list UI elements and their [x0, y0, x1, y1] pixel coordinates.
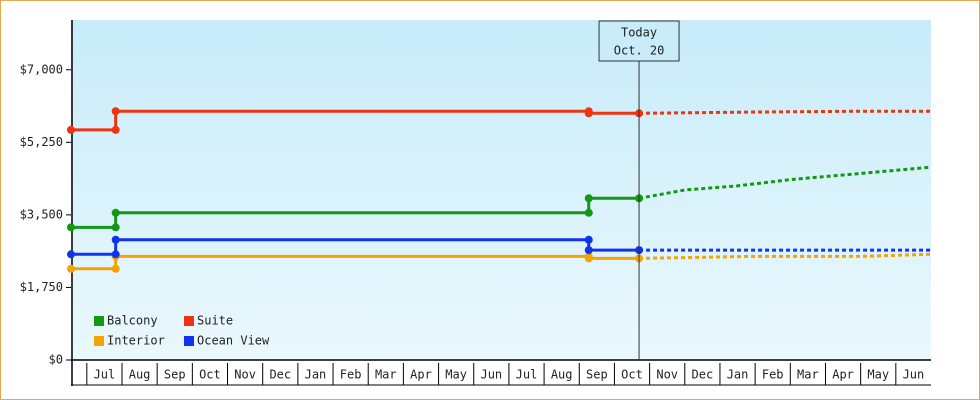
point	[584, 235, 593, 244]
legend-swatch	[184, 316, 194, 326]
x-tick-label: Jul	[94, 368, 116, 382]
point	[111, 250, 120, 259]
legend-swatch	[184, 336, 194, 346]
x-tick-label: Jun	[903, 368, 925, 382]
history-line	[71, 238, 640, 256]
projection-line	[639, 252, 932, 260]
history-line	[71, 109, 640, 132]
legend-label: Ocean View	[197, 334, 270, 348]
x-tick-label: Aug	[129, 368, 151, 382]
point	[111, 235, 120, 244]
x-tick-label: Nov	[234, 368, 256, 382]
x-tick-label: Mar	[797, 368, 819, 382]
x-tick-label: Aug	[551, 368, 573, 382]
point	[584, 194, 593, 203]
history-line	[71, 254, 640, 271]
x-tick-label: Jan	[727, 368, 749, 382]
x-tick-label: Sep	[164, 368, 186, 382]
legend-swatch	[94, 336, 104, 346]
x-tick-label: Dec	[692, 368, 714, 382]
point	[584, 109, 593, 118]
y-tick-label: $7,000	[20, 62, 63, 76]
x-tick-label: Feb	[340, 368, 362, 382]
point	[67, 250, 75, 259]
x-tick-label: Apr	[410, 368, 432, 382]
x-tick-label: Nov	[656, 368, 678, 382]
today-label: Oct. 20	[614, 44, 665, 58]
x-tick-label: Jan	[305, 368, 327, 382]
x-tick-label: Jul	[516, 368, 538, 382]
point	[111, 223, 120, 232]
point	[67, 223, 75, 232]
x-tick-label: Dec	[269, 368, 291, 382]
legend-swatch	[94, 316, 104, 326]
y-tick-label: $3,500	[20, 207, 63, 221]
x-tick-label: Oct	[199, 368, 221, 382]
today-box	[598, 20, 680, 62]
point	[584, 246, 593, 255]
legend-label: Balcony	[107, 314, 158, 328]
point	[111, 107, 120, 116]
x-tick-label: Feb	[762, 368, 784, 382]
today-label: Today	[621, 26, 657, 40]
point	[111, 264, 120, 273]
point	[584, 208, 593, 217]
x-tick-label: Apr	[832, 368, 854, 382]
legend-label: Interior	[107, 334, 165, 348]
plot-background	[71, 20, 931, 360]
point	[67, 264, 75, 273]
legend-label: Suite	[197, 314, 233, 328]
x-tick-label: Sep	[586, 368, 608, 382]
x-tick-label: Jun	[480, 368, 502, 382]
x-tick-label: Mar	[375, 368, 397, 382]
projection-line	[638, 165, 932, 200]
y-tick-label: $1,750	[20, 280, 63, 294]
x-tick-label: Oct	[621, 368, 643, 382]
point	[111, 125, 120, 134]
point	[584, 254, 593, 263]
history-line	[71, 196, 640, 229]
point	[111, 208, 120, 217]
y-tick-label: $5,250	[20, 135, 63, 149]
point	[67, 125, 75, 134]
projection-line	[639, 109, 931, 115]
x-tick-label: May	[867, 368, 889, 382]
x-tick-label: May	[445, 368, 467, 382]
y-tick-label: $0	[49, 353, 63, 367]
